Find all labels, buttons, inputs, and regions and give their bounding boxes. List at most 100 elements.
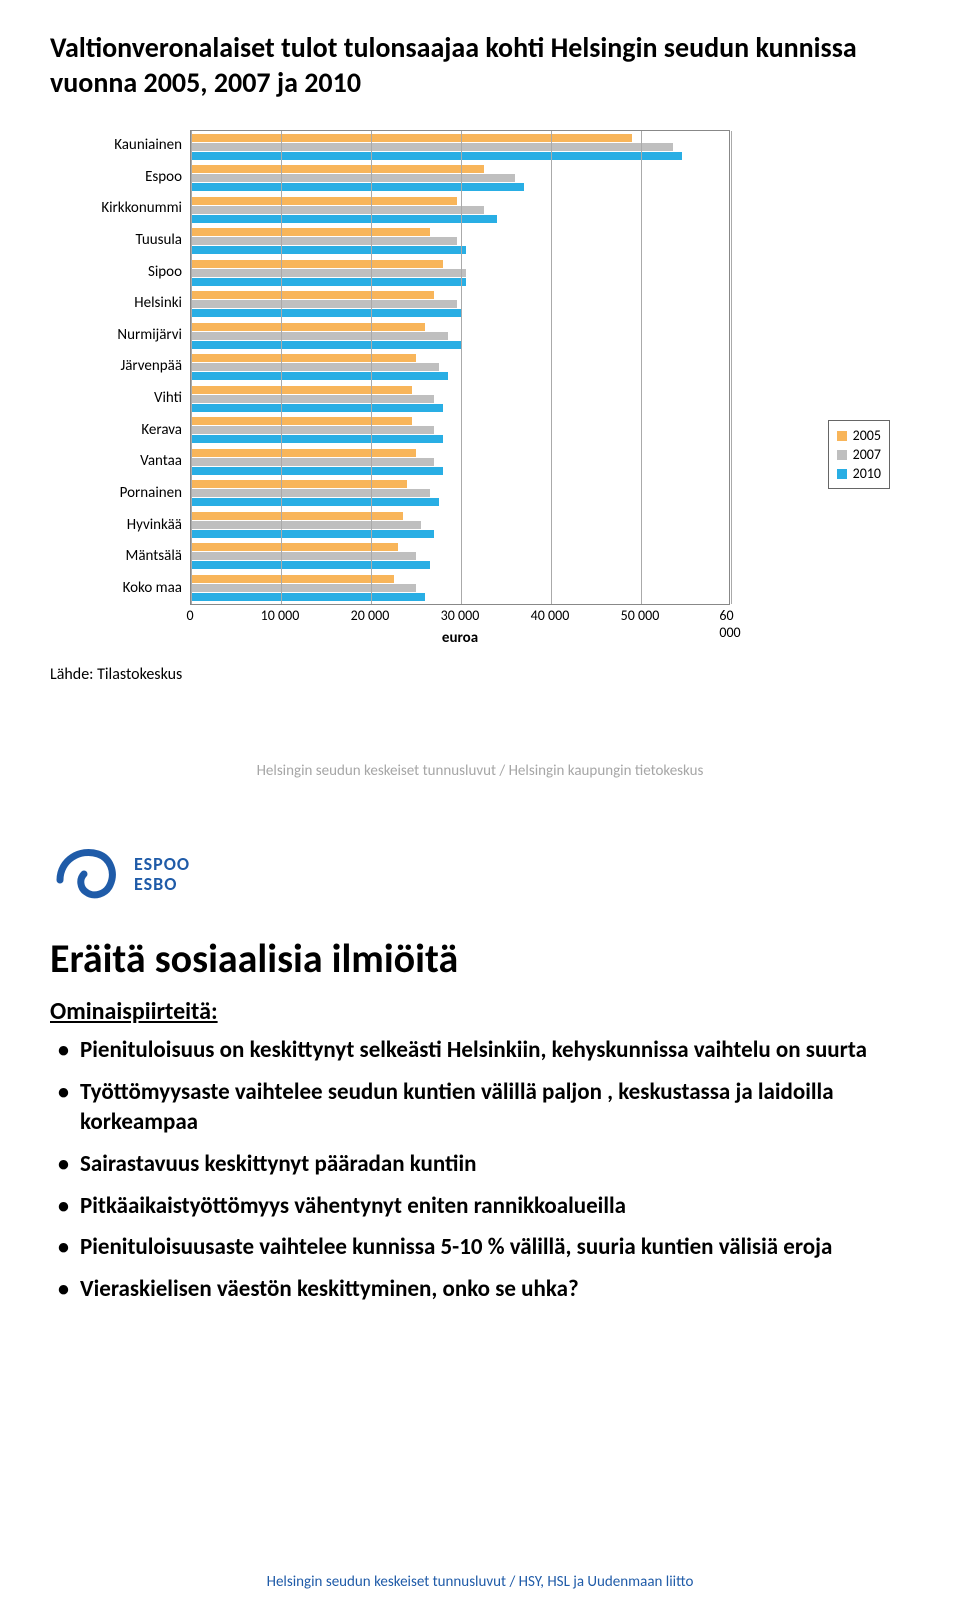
logo-line2: ESBO <box>134 875 190 895</box>
y-category-label: Sipoo <box>50 257 182 289</box>
espoo-logo: ESPOO ESBO <box>50 840 910 910</box>
bar <box>191 395 434 403</box>
y-category-label: Pornainen <box>50 478 182 510</box>
bar <box>191 332 448 340</box>
gridline <box>191 131 192 604</box>
list-item: Pienituloisuus on keskittynyt selkeästi … <box>50 1036 910 1066</box>
bar-group <box>191 415 729 447</box>
x-tick-label: 60 000 <box>719 607 740 641</box>
bar <box>191 174 515 182</box>
bar <box>191 561 430 569</box>
income-chart: KauniainenEspooKirkkonummiTuusulaSipooHe… <box>50 130 910 605</box>
legend-label: 2005 <box>853 427 881 444</box>
bar <box>191 291 434 299</box>
x-tick-label: 20 000 <box>351 607 390 624</box>
bar <box>191 143 673 151</box>
bar <box>191 363 439 371</box>
bullet-list: Pienituloisuus on keskittynyt selkeästi … <box>50 1036 910 1305</box>
bar-group <box>191 163 729 195</box>
bar <box>191 575 394 583</box>
bar-group <box>191 509 729 541</box>
bar-group <box>191 289 729 321</box>
bar <box>191 404 443 412</box>
bar <box>191 449 416 457</box>
bar <box>191 197 457 205</box>
gridline <box>641 131 642 604</box>
chart-y-labels: KauniainenEspooKirkkonummiTuusulaSipooHe… <box>50 130 190 605</box>
chart-plot-area <box>190 130 730 605</box>
y-category-label: Kirkkonummi <box>50 193 182 225</box>
y-category-label: Järvenpää <box>50 351 182 383</box>
bar <box>191 530 434 538</box>
bar <box>191 183 524 191</box>
slide-1: Valtionveronalaiset tulot tulonsaajaa ko… <box>0 0 960 810</box>
slide2-subtitle: Ominaispiirteitä: <box>50 997 910 1026</box>
bar <box>191 584 416 592</box>
chart-legend: 2005 2007 2010 <box>828 420 890 489</box>
bar <box>191 228 430 236</box>
x-tick-label: 0 <box>186 607 193 624</box>
legend-label: 2007 <box>853 446 881 463</box>
bar-group <box>191 572 729 604</box>
bar <box>191 278 466 286</box>
logo-text: ESPOO ESBO <box>134 855 190 895</box>
list-item: Vieraskielisen väestön keskittyminen, on… <box>50 1275 910 1305</box>
chart-x-axis: 010 00020 00030 00040 00050 00060 000 <box>190 605 730 625</box>
list-item: Työttömyysaste vaihtelee seudun kuntien … <box>50 1078 910 1138</box>
bar <box>191 309 461 317</box>
bar <box>191 237 457 245</box>
gridline <box>281 131 282 604</box>
y-category-label: Kauniainen <box>50 130 182 162</box>
y-category-label: Mäntsälä <box>50 541 182 573</box>
chart-x-label: euroa <box>190 629 730 647</box>
bar <box>191 593 425 601</box>
bar <box>191 521 421 529</box>
slide2-footer: Helsingin seudun keskeiset tunnusluvut /… <box>0 1573 960 1591</box>
bar <box>191 386 412 394</box>
bar <box>191 498 439 506</box>
bar-group <box>191 194 729 226</box>
bar <box>191 165 484 173</box>
y-category-label: Kerava <box>50 415 182 447</box>
bar <box>191 467 443 475</box>
bar-group <box>191 478 729 510</box>
y-category-label: Hyvinkää <box>50 510 182 542</box>
bar-group <box>191 541 729 573</box>
y-category-label: Espoo <box>50 162 182 194</box>
bar-group <box>191 131 729 163</box>
bar <box>191 458 434 466</box>
bar <box>191 206 484 214</box>
bar-group <box>191 352 729 384</box>
legend-label: 2010 <box>853 465 881 482</box>
bar <box>191 426 434 434</box>
bar-group <box>191 320 729 352</box>
x-tick-label: 10 000 <box>261 607 300 624</box>
slide2-title: Eräitä sosiaalisia ilmiöitä <box>50 934 910 983</box>
bar <box>191 300 457 308</box>
bar <box>191 417 412 425</box>
legend-row: 2005 <box>837 427 881 444</box>
slide-2: ESPOO ESBO Eräitä sosiaalisia ilmiöitä O… <box>0 810 960 1621</box>
list-item: Pienituloisuusaste vaihtelee kunnissa 5-… <box>50 1233 910 1263</box>
bar-group <box>191 383 729 415</box>
legend-row: 2007 <box>837 446 881 463</box>
bar <box>191 372 448 380</box>
slide1-footer: Helsingin seudun keskeiset tunnusluvut /… <box>0 762 960 780</box>
logo-swirl-icon <box>50 840 120 910</box>
gridline <box>731 131 732 604</box>
bar <box>191 152 682 160</box>
bar <box>191 134 632 142</box>
y-category-label: Helsinki <box>50 288 182 320</box>
bar-group <box>191 226 729 258</box>
x-tick-label: 40 000 <box>531 607 570 624</box>
y-category-label: Vihti <box>50 383 182 415</box>
bar <box>191 354 416 362</box>
bar <box>191 543 398 551</box>
bar <box>191 552 416 560</box>
slide1-title: Valtionveronalaiset tulot tulonsaajaa ko… <box>50 30 910 100</box>
y-category-label: Nurmijärvi <box>50 320 182 352</box>
y-category-label: Koko maa <box>50 573 182 605</box>
bar <box>191 341 461 349</box>
bar <box>191 435 443 443</box>
gridline <box>371 131 372 604</box>
